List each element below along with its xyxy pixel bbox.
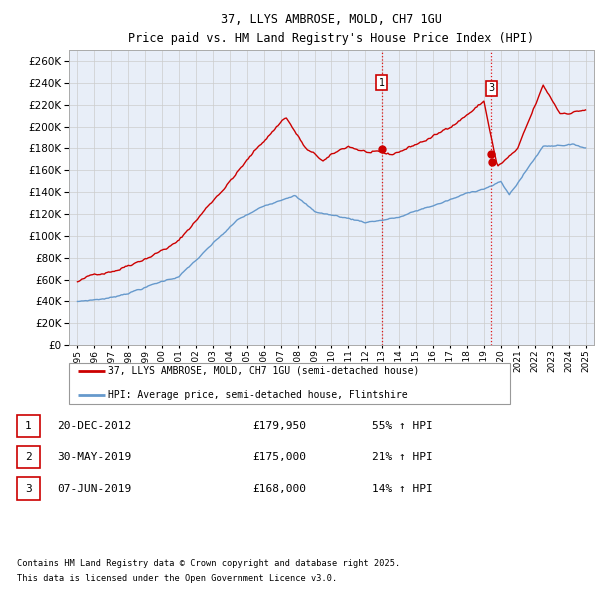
- Text: 07-JUN-2019: 07-JUN-2019: [57, 484, 131, 493]
- Text: 37, LLYS AMBROSE, MOLD, CH7 1GU (semi-detached house): 37, LLYS AMBROSE, MOLD, CH7 1GU (semi-de…: [108, 366, 419, 375]
- Text: This data is licensed under the Open Government Licence v3.0.: This data is licensed under the Open Gov…: [17, 574, 337, 583]
- Text: 2: 2: [25, 453, 32, 462]
- Text: HPI: Average price, semi-detached house, Flintshire: HPI: Average price, semi-detached house,…: [108, 391, 407, 400]
- Text: £175,000: £175,000: [252, 453, 306, 462]
- Text: 21% ↑ HPI: 21% ↑ HPI: [372, 453, 433, 462]
- Title: 37, LLYS AMBROSE, MOLD, CH7 1GU
Price paid vs. HM Land Registry's House Price In: 37, LLYS AMBROSE, MOLD, CH7 1GU Price pa…: [128, 13, 535, 45]
- Text: 1: 1: [379, 78, 385, 88]
- Text: Contains HM Land Registry data © Crown copyright and database right 2025.: Contains HM Land Registry data © Crown c…: [17, 559, 400, 568]
- Text: 3: 3: [25, 484, 32, 493]
- Text: 30-MAY-2019: 30-MAY-2019: [57, 453, 131, 462]
- Text: £168,000: £168,000: [252, 484, 306, 493]
- Text: 20-DEC-2012: 20-DEC-2012: [57, 421, 131, 431]
- Text: 55% ↑ HPI: 55% ↑ HPI: [372, 421, 433, 431]
- Text: 1: 1: [25, 421, 32, 431]
- Text: 3: 3: [488, 83, 495, 93]
- Text: £179,950: £179,950: [252, 421, 306, 431]
- Text: 14% ↑ HPI: 14% ↑ HPI: [372, 484, 433, 493]
